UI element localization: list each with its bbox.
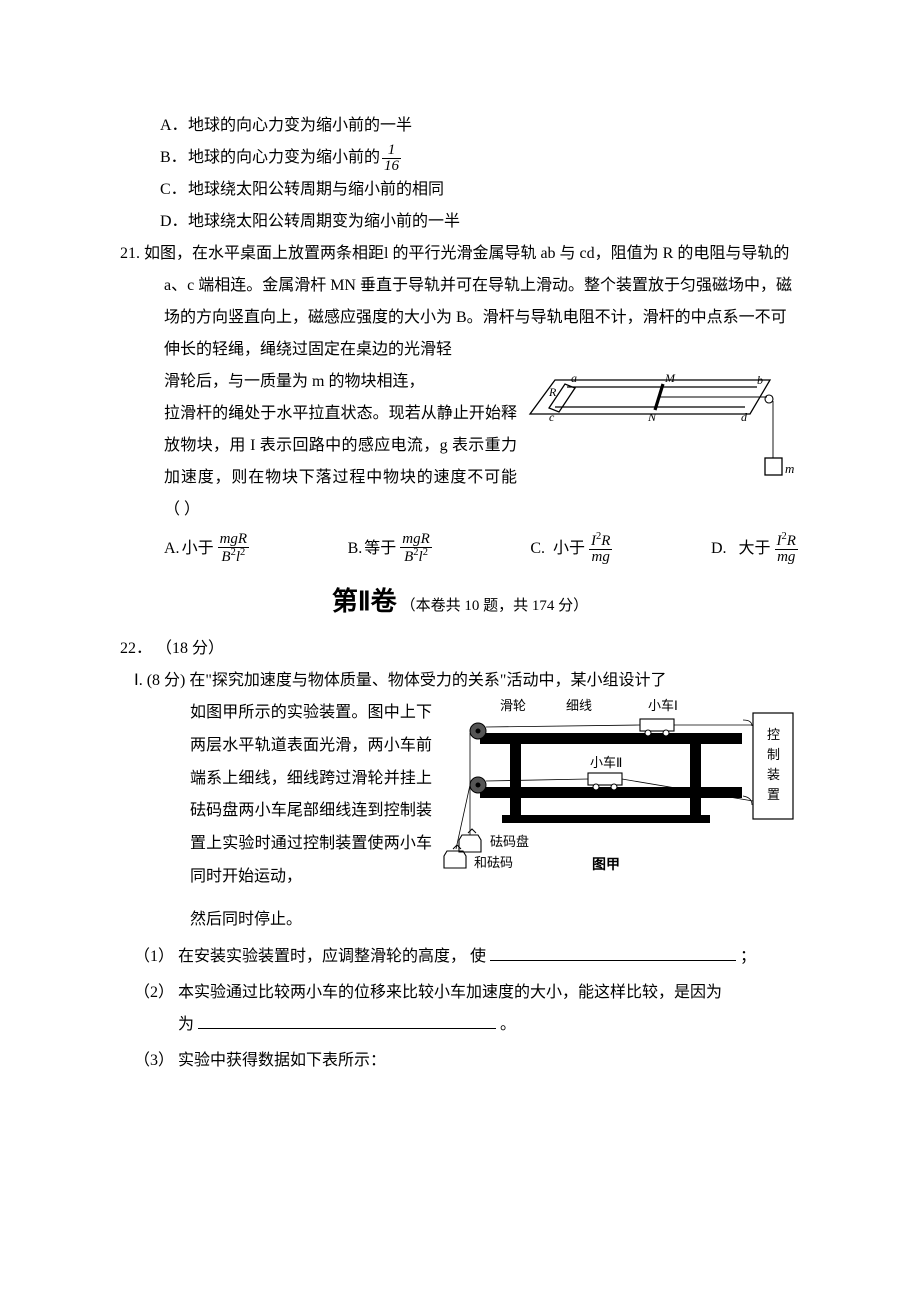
q22-part1-points: (8 分) [147, 672, 186, 689]
q22-apparatus-diagram: 控 制 装 置 [440, 697, 800, 892]
fill-blank[interactable] [490, 946, 736, 961]
svg-text:细线: 细线 [566, 698, 592, 713]
fraction: 1 16 [382, 143, 401, 174]
q21-option-d: D. 大于 I2R mg [711, 532, 800, 565]
sub-text: 本实验通过比较两小车的位移来比较小车加速度的大小，能这样比较，是因为 [178, 984, 722, 1001]
q20-option-a: A． 地球的向心力变为缩小前的一半 [120, 110, 800, 142]
sub-text-suffix: 为 [178, 1016, 194, 1033]
opt-label: A． [160, 110, 188, 142]
sub-text: 在安装实验装置时，应调整滑轮的高度， 使 [178, 948, 486, 965]
q21-figure: a b c d M N R m [525, 366, 800, 526]
opt-text: 地球绕太阳公转周期变为缩小前的一半 [188, 206, 460, 238]
q22-part1-text1: 在"探究加速度与物体质量、物体受力的关系"活动中，某小组设计了 [189, 672, 666, 689]
svg-text:装: 装 [767, 767, 780, 782]
q22-part1-text2a: 如图甲所示的实验装置。图中上下两层水平轨道表面光滑，两小车前端系上细线，细线跨过… [190, 704, 432, 885]
svg-text:置: 置 [767, 787, 780, 802]
opt-label: B. [348, 533, 363, 565]
svg-text:小车Ⅰ: 小车Ⅰ [648, 698, 678, 713]
q22-part1-text2b: 然后同时停止。 [120, 904, 800, 937]
q21-para2a: 滑轮后，与一质量为 m 的物块相连， [164, 373, 424, 390]
svg-text:N: N [647, 410, 657, 424]
q22-points: （18 分） [156, 640, 224, 657]
q22-part1-label: Ⅰ. [134, 672, 143, 689]
opt-text: 地球的向心力变为缩小前的一半 [188, 110, 412, 142]
q22-header: 22． （18 分） [120, 633, 800, 665]
q21-para1: 如图，在水平桌面上放置两条相距l 的平行光滑金属导轨 ab 与 cd，阻值为 R… [144, 245, 792, 358]
svg-text:c: c [549, 410, 555, 424]
opt-label: D. [711, 533, 727, 565]
svg-text:R: R [548, 385, 557, 399]
q21-text-column: 滑轮后，与一质量为 m 的物块相连， 拉滑杆的绳处于水平拉直状态。现若从静止开始… [164, 366, 517, 526]
sub-tail: 。 [500, 1016, 516, 1033]
svg-text:图甲: 图甲 [592, 856, 620, 872]
sub-tail: ； [740, 948, 756, 965]
q22-sub1: （1） 在安装实验装置时，应调整滑轮的高度， 使 ； [120, 941, 800, 973]
svg-text:b: b [757, 373, 763, 387]
svg-text:砝码盘: 砝码盘 [490, 834, 529, 849]
svg-text:制: 制 [767, 747, 780, 762]
opt-label: C. [530, 533, 545, 565]
svg-text:和砝码: 和砝码 [474, 855, 513, 870]
fraction: I2R mg [775, 532, 798, 565]
q22-text-column: 如图甲所示的实验装置。图中上下两层水平轨道表面光滑，两小车前端系上细线，细线跨过… [190, 697, 432, 904]
q21-option-a: A. 小于 mgR B2l2 [164, 532, 251, 565]
opt-label: B． [160, 142, 188, 174]
fraction-num: 1 [382, 143, 401, 159]
opt-prefix: 大于 [739, 533, 771, 565]
fraction: I2R mg [589, 532, 612, 565]
section-title-note: （本卷共 10 题，共 174 分） [401, 598, 589, 614]
sub-text: 实验中获得数据如下表所示： [178, 1052, 386, 1069]
q22-part1-line1: Ⅰ. (8 分) 在"探究加速度与物体质量、物体受力的关系"活动中，某小组设计了 [176, 665, 800, 697]
svg-text:小车Ⅱ: 小车Ⅱ [590, 755, 622, 770]
sub-label: （1） [134, 948, 174, 965]
opt-prefix: 小于 [182, 533, 214, 565]
q20-option-c: C． 地球绕太阳公转周期与缩小前的相同 [120, 174, 800, 206]
opt-text: 地球绕太阳公转周期与缩小前的相同 [188, 174, 444, 206]
svg-text:d: d [741, 410, 748, 424]
q22-sub3: （3） 实验中获得数据如下表所示： [120, 1045, 800, 1077]
q21-options: A. 小于 mgR B2l2 B. 等于 mgR B2l2 C. 小于 I2R … [120, 532, 800, 565]
section-title-main: 第Ⅱ卷 [332, 586, 397, 616]
q21-circuit-diagram: a b c d M N R m [525, 366, 800, 491]
q21-para2b: 拉滑杆的绳处于水平拉直状态。现若从静止开始释放物块，用 I 表示回路中的感应电流… [164, 405, 517, 518]
svg-text:M: M [664, 371, 676, 385]
section-2-title: 第Ⅱ卷 （本卷共 10 题，共 174 分） [120, 575, 800, 627]
opt-label: A. [164, 533, 180, 565]
svg-text:m: m [785, 461, 794, 476]
q20-option-d: D． 地球绕太阳公转周期变为缩小前的一半 [120, 206, 800, 238]
opt-label: C． [160, 174, 188, 206]
fraction-den: 16 [382, 159, 401, 174]
q22-number: 22． [120, 640, 152, 657]
opt-prefix: 小于 [553, 533, 585, 565]
sub-label: （3） [134, 1052, 174, 1069]
sub-label: （2） [134, 984, 174, 1001]
q21-row-with-figure: 滑轮后，与一质量为 m 的物块相连， 拉滑杆的绳处于水平拉直状态。现若从静止开始… [120, 366, 800, 526]
q21-option-c: C. 小于 I2R mg [530, 532, 614, 565]
svg-text:a: a [571, 371, 577, 385]
svg-text:控: 控 [767, 727, 780, 742]
fraction: mgR B2l2 [400, 532, 432, 565]
opt-prefix: 等于 [364, 533, 396, 565]
opt-text-before: 地球的向心力变为缩小前的 [188, 142, 380, 174]
q21-number: 21. [120, 245, 140, 262]
q21-option-b: B. 等于 mgR B2l2 [348, 532, 434, 565]
q20-option-b: B． 地球的向心力变为缩小前的 1 16 [120, 142, 800, 174]
fraction: mgR B2l2 [218, 532, 250, 565]
opt-label: D． [160, 206, 188, 238]
q22-figure: 控 制 装 置 [440, 697, 800, 904]
q21-stem-first: 21. 如图，在水平桌面上放置两条相距l 的平行光滑金属导轨 ab 与 cd，阻… [120, 238, 800, 366]
q22-sub2: （2） 本实验通过比较两小车的位移来比较小车加速度的大小，能这样比较，是因为 为… [120, 977, 800, 1041]
fill-blank[interactable] [198, 1014, 496, 1029]
svg-text:滑轮: 滑轮 [500, 698, 526, 713]
q22-row-with-figure: 如图甲所示的实验装置。图中上下两层水平轨道表面光滑，两小车前端系上细线，细线跨过… [120, 697, 800, 904]
